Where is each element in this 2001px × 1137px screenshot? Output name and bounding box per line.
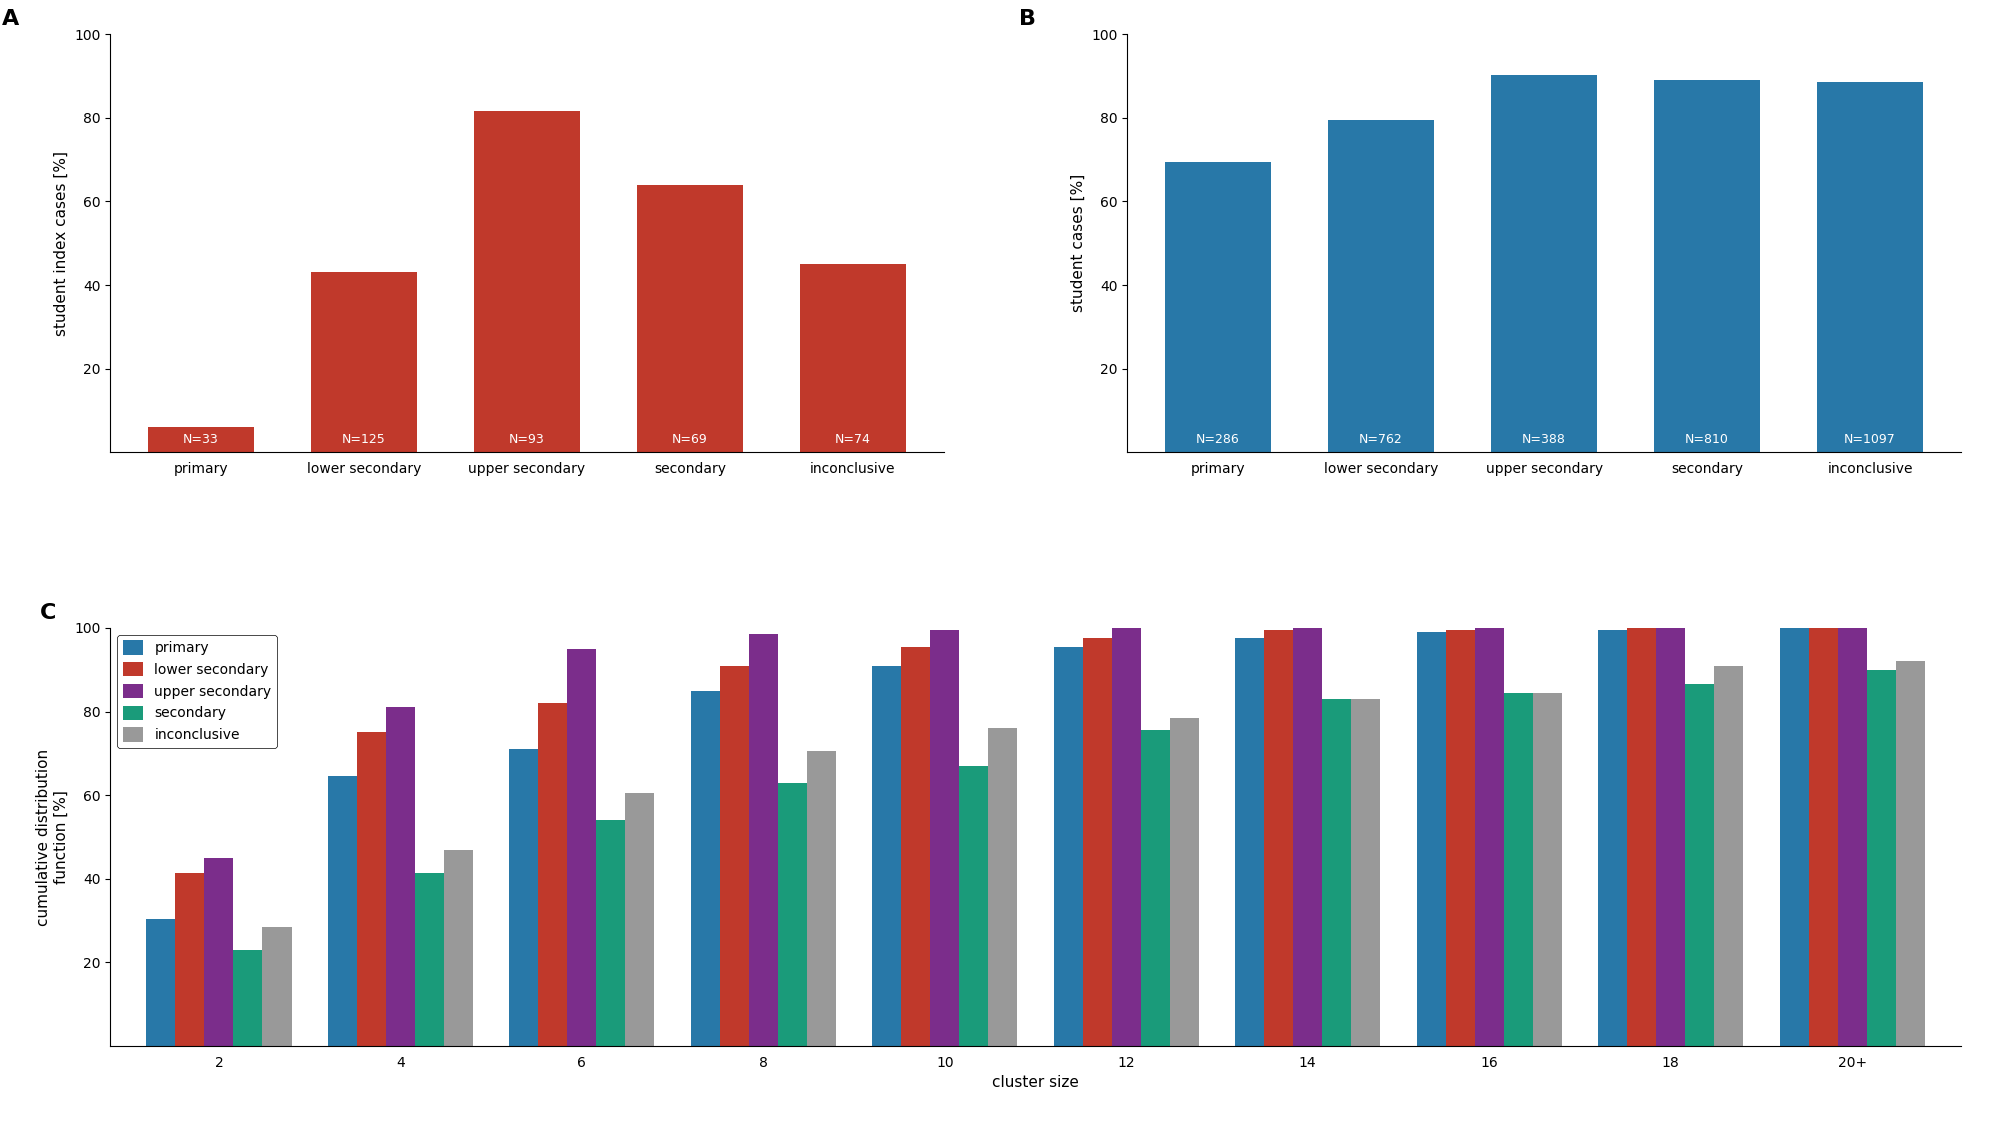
Bar (626, 794, 654, 1046)
Text: N=74: N=74 (834, 433, 870, 446)
Text: N=810: N=810 (1685, 433, 1729, 446)
Bar (1655, 80, 1761, 453)
Bar (1475, 628, 1503, 1046)
Bar (510, 749, 538, 1046)
Text: N=33: N=33 (182, 433, 218, 446)
Text: C: C (40, 603, 56, 623)
Text: N=69: N=69 (672, 433, 708, 446)
Bar (1657, 628, 1685, 1046)
Bar (1141, 730, 1171, 1046)
Bar (474, 110, 580, 453)
Bar (1417, 632, 1445, 1046)
Bar (538, 703, 568, 1046)
X-axis label: cluster size: cluster size (992, 1076, 1079, 1090)
Y-axis label: cumulative distribution
function [%]: cumulative distribution function [%] (36, 748, 68, 926)
Bar (1867, 670, 1895, 1046)
Text: N=125: N=125 (342, 433, 386, 446)
Bar (148, 428, 254, 453)
Bar (1491, 75, 1597, 453)
Bar (748, 634, 778, 1046)
Y-axis label: student cases [%]: student cases [%] (1071, 174, 1087, 313)
Text: N=286: N=286 (1197, 433, 1241, 446)
Bar (262, 927, 292, 1046)
Bar (1113, 628, 1141, 1046)
Bar (1599, 630, 1627, 1046)
Bar (1293, 628, 1323, 1046)
Bar (444, 849, 472, 1046)
Bar (1323, 699, 1351, 1046)
Bar (988, 728, 1017, 1046)
Bar (1265, 630, 1293, 1046)
Text: N=762: N=762 (1359, 433, 1403, 446)
Bar (310, 272, 416, 453)
Text: N=93: N=93 (508, 433, 544, 446)
Bar (386, 707, 414, 1046)
Bar (806, 752, 836, 1046)
Y-axis label: student index cases [%]: student index cases [%] (54, 151, 68, 335)
Bar (1837, 628, 1867, 1046)
Bar (1329, 119, 1435, 453)
Bar (1533, 692, 1561, 1046)
Bar (1171, 717, 1199, 1046)
Bar (958, 766, 988, 1046)
Bar (930, 630, 958, 1046)
Bar (1445, 630, 1475, 1046)
Bar (328, 777, 356, 1046)
Bar (356, 732, 386, 1046)
Bar (1055, 647, 1083, 1046)
Bar (204, 858, 234, 1046)
Bar (1809, 628, 1837, 1046)
Bar (1817, 82, 1923, 453)
Bar (1351, 699, 1381, 1046)
Legend: primary, lower secondary, upper secondary, secondary, inconclusive: primary, lower secondary, upper secondar… (116, 634, 278, 748)
Bar (720, 665, 748, 1046)
Bar (636, 185, 742, 453)
Bar (176, 872, 204, 1046)
Bar (1685, 684, 1715, 1046)
Bar (1895, 662, 1925, 1046)
Bar (778, 782, 806, 1046)
Bar (1627, 628, 1657, 1046)
Text: B: B (1019, 9, 1037, 30)
Text: N=1097: N=1097 (1845, 433, 1897, 446)
Bar (234, 949, 262, 1046)
Bar (690, 690, 720, 1046)
Bar (1165, 161, 1271, 453)
Bar (1083, 638, 1113, 1046)
Bar (596, 820, 626, 1046)
Bar (414, 872, 444, 1046)
Bar (1715, 665, 1743, 1046)
Bar (568, 649, 596, 1046)
Text: N=388: N=388 (1523, 433, 1567, 446)
Bar (900, 647, 930, 1046)
Text: A: A (2, 9, 18, 30)
Bar (1779, 628, 1809, 1046)
Bar (146, 919, 176, 1046)
Bar (1235, 638, 1265, 1046)
Bar (872, 665, 900, 1046)
Bar (800, 264, 906, 453)
Bar (1503, 692, 1533, 1046)
